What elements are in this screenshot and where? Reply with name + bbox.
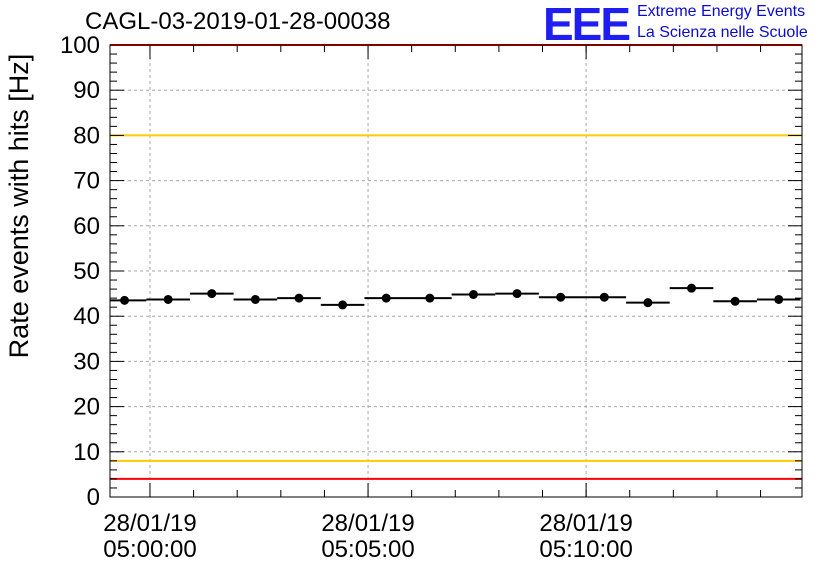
data-series bbox=[110, 283, 801, 310]
data-point bbox=[338, 300, 348, 310]
y-tick-label: 40 bbox=[73, 303, 100, 330]
y-tick-label: 80 bbox=[73, 122, 100, 149]
axis-labels: 010203040506070809010028/01/1905:00:0028… bbox=[4, 32, 633, 563]
y-axis-title: Rate events with hits [Hz] bbox=[4, 54, 34, 359]
data-point bbox=[294, 293, 304, 303]
chart-title: CAGL-03-2019-01-28-00038 bbox=[85, 8, 391, 35]
y-tick-label: 30 bbox=[73, 348, 100, 375]
y-tick-label: 10 bbox=[73, 439, 100, 466]
data-point bbox=[468, 290, 478, 300]
reference-lines bbox=[110, 44, 802, 480]
data-point bbox=[381, 293, 391, 303]
axis-ticks bbox=[110, 44, 802, 498]
data-point bbox=[774, 294, 784, 304]
y-tick-label: 0 bbox=[87, 484, 100, 511]
y-tick-label: 60 bbox=[73, 213, 100, 240]
x-tick-label-date: 28/01/19 bbox=[539, 510, 632, 537]
data-point bbox=[163, 294, 173, 304]
eee-logo: EEE Extreme Energy Events La Scienza nel… bbox=[543, 0, 833, 50]
x-tick-label-time: 05:05:00 bbox=[321, 536, 414, 563]
grid bbox=[110, 45, 802, 497]
logo-mark: EEE bbox=[543, 0, 631, 50]
data-point bbox=[425, 293, 435, 303]
logo-line-2: La Scienza nelle Scuole bbox=[637, 24, 808, 41]
y-tick-label: 100 bbox=[60, 32, 100, 59]
data-point bbox=[730, 296, 740, 306]
x-tick-label-date: 28/01/19 bbox=[103, 510, 196, 537]
logo-line-1: Extreme Energy Events bbox=[637, 3, 806, 20]
data-point bbox=[120, 295, 130, 305]
data-point bbox=[643, 298, 653, 308]
y-tick-label: 70 bbox=[73, 168, 100, 195]
data-point bbox=[687, 283, 697, 293]
y-tick-label: 90 bbox=[73, 77, 100, 104]
y-tick-label: 50 bbox=[73, 258, 100, 285]
data-point bbox=[250, 294, 260, 304]
data-point bbox=[207, 289, 217, 299]
x-tick-label-time: 05:00:00 bbox=[103, 536, 196, 563]
x-tick-label-date: 28/01/19 bbox=[321, 510, 414, 537]
data-point bbox=[512, 289, 522, 299]
x-tick-label-time: 05:10:00 bbox=[539, 536, 632, 563]
y-tick-label: 20 bbox=[73, 394, 100, 421]
data-point bbox=[599, 292, 609, 302]
data-point bbox=[556, 292, 566, 302]
